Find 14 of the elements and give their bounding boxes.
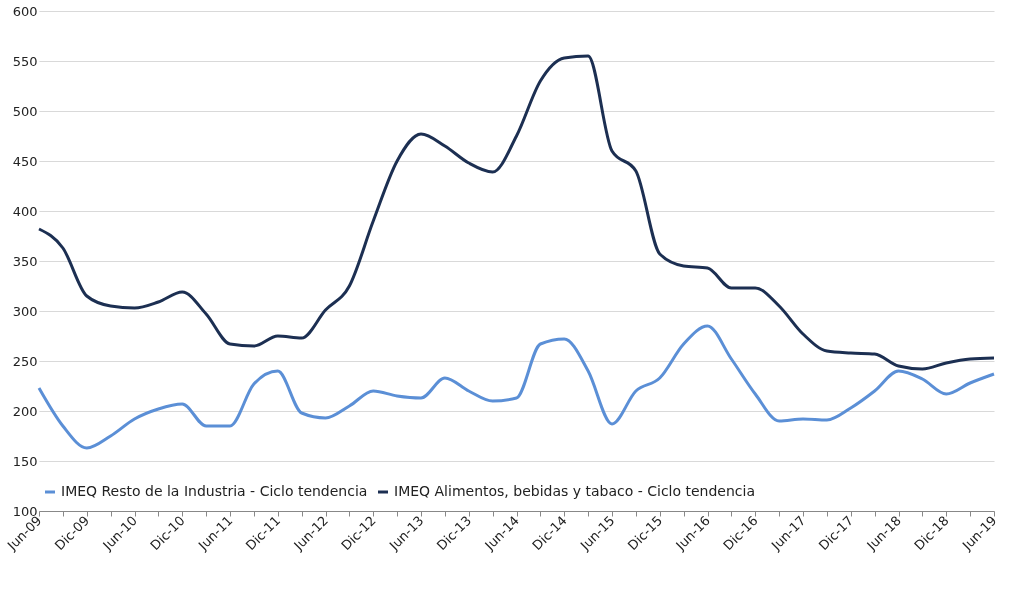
y-tick-label: 200	[12, 403, 38, 419]
y-tick-label: 550	[12, 53, 38, 69]
line-series	[37, 54, 996, 371]
y-tick-label: 350	[12, 253, 38, 269]
line-series	[37, 324, 996, 450]
y-tick-label: 400	[12, 203, 38, 219]
y-tick-label: 250	[12, 353, 38, 369]
y-tick-label: 600	[12, 3, 38, 19]
y-tick-label: 150	[12, 453, 38, 469]
y-tick-label: 450	[12, 153, 38, 169]
y-tick-label: 500	[12, 103, 38, 119]
y-tick-label: 300	[12, 303, 38, 319]
legend-label: IMEQ Resto de la Industria - Ciclo tendencia	[61, 483, 368, 499]
legend-label: IMEQ Alimentos, bebidas y tabaco - Ciclo tendencia	[394, 483, 756, 499]
